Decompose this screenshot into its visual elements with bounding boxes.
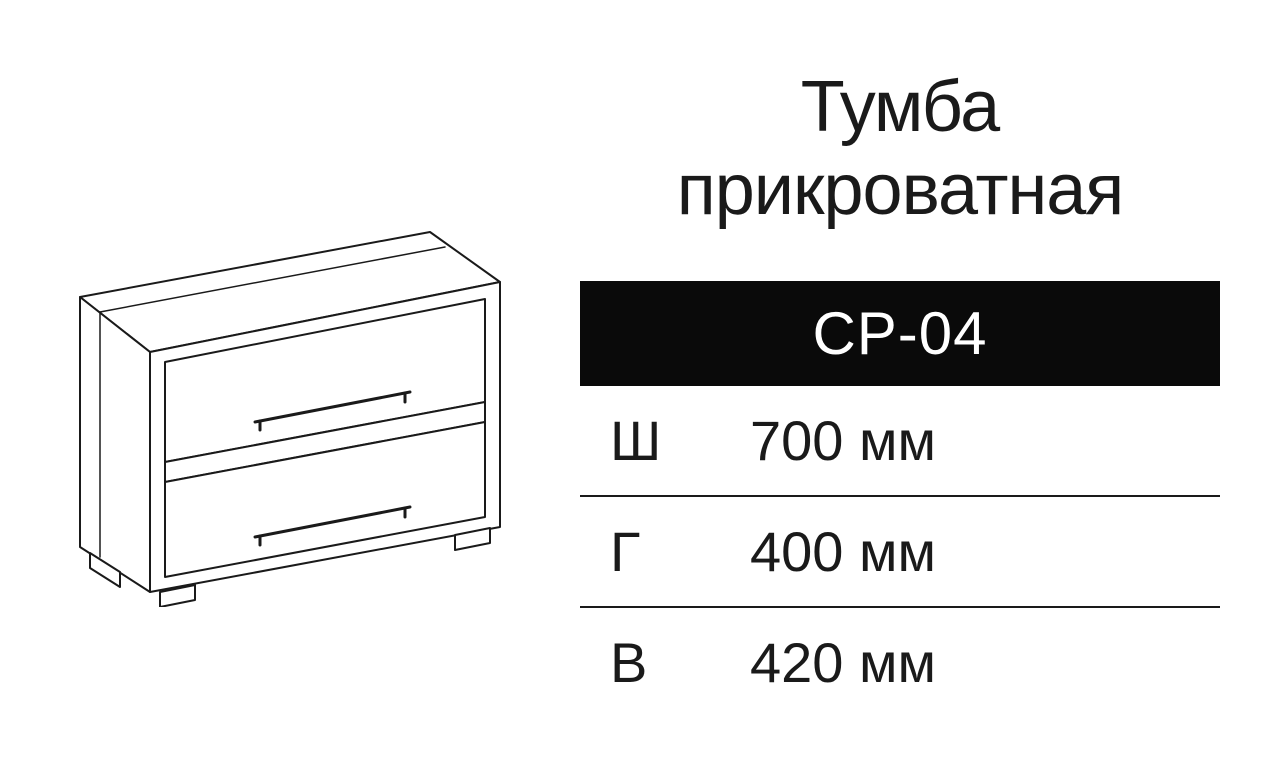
spec-row-height: В 420 мм [580, 608, 1220, 717]
nightstand-drawing [40, 177, 520, 607]
spec-value: 420 мм [750, 630, 1210, 695]
product-illustration [0, 0, 560, 783]
spec-label: В [610, 630, 750, 695]
spec-label: Г [610, 519, 750, 584]
title-line-2: прикроватная [677, 150, 1124, 230]
model-code-badge: СР-04 [580, 281, 1220, 386]
spec-value: 700 мм [750, 408, 1210, 473]
product-title: Тумба прикроватная [580, 66, 1220, 232]
spec-row-depth: Г 400 мм [580, 497, 1220, 608]
info-panel: Тумба прикроватная СР-04 Ш 700 мм Г 400 … [560, 26, 1280, 758]
spec-row-width: Ш 700 мм [580, 386, 1220, 497]
title-line-1: Тумба [801, 67, 999, 147]
model-code-text: СР-04 [812, 300, 987, 367]
spec-label: Ш [610, 408, 750, 473]
spec-value: 400 мм [750, 519, 1210, 584]
